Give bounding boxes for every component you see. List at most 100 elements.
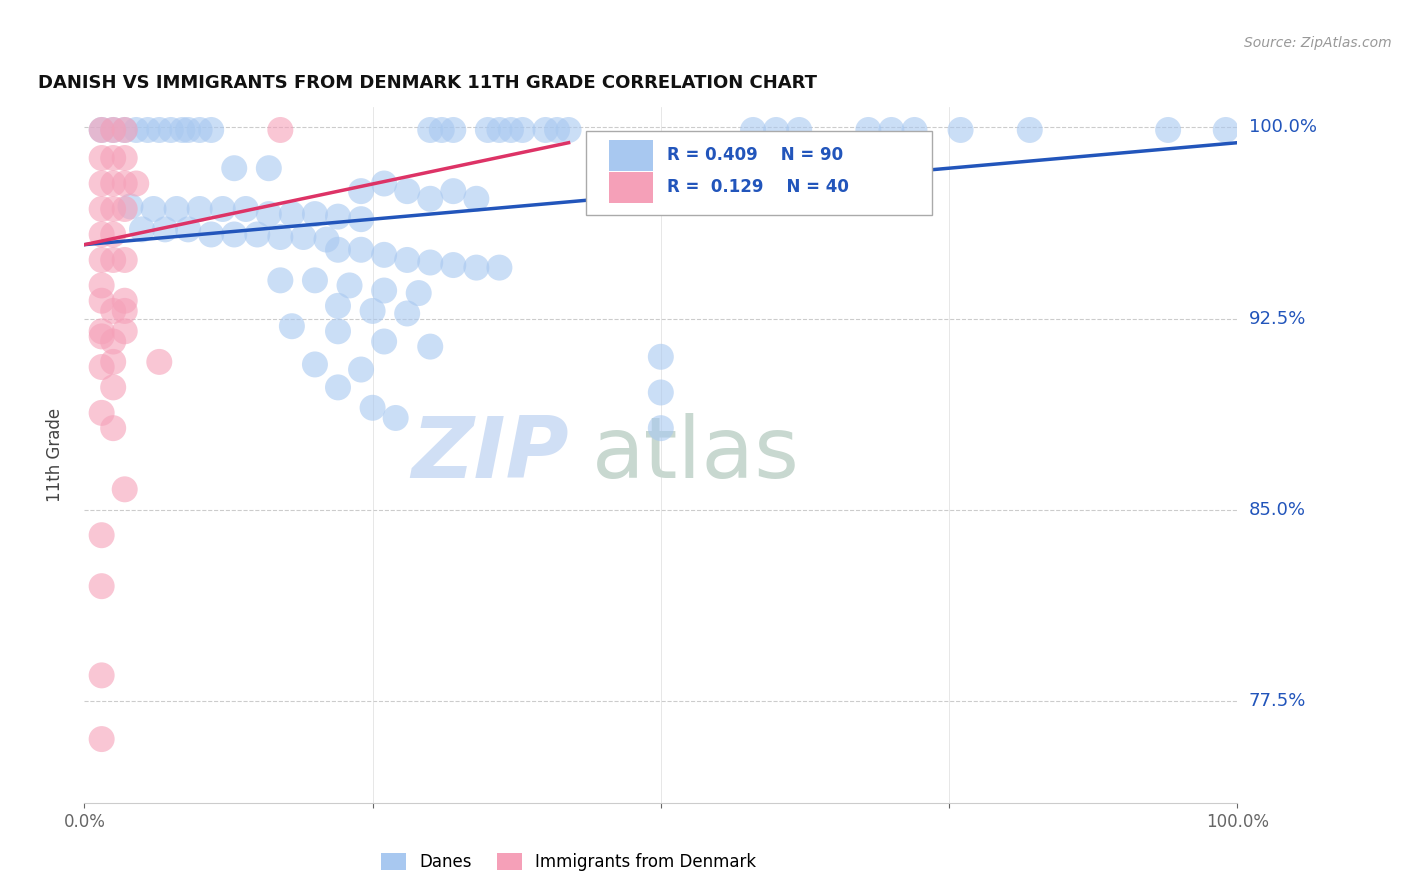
- Point: [211, 202, 233, 216]
- Point: [103, 177, 124, 191]
- Point: [304, 358, 326, 372]
- Point: [103, 304, 124, 318]
- Point: [304, 207, 326, 221]
- Text: 100.0%: 100.0%: [1249, 119, 1317, 136]
- Point: [188, 202, 211, 216]
- Point: [125, 177, 148, 191]
- Point: [373, 284, 395, 298]
- Y-axis label: 11th Grade: 11th Grade: [45, 408, 63, 502]
- Point: [103, 151, 124, 165]
- Point: [557, 123, 579, 137]
- Point: [304, 273, 326, 287]
- Point: [90, 177, 112, 191]
- Point: [339, 278, 361, 293]
- Point: [153, 222, 176, 236]
- Point: [120, 199, 142, 213]
- Point: [114, 123, 136, 137]
- Point: [281, 207, 304, 221]
- Point: [373, 177, 395, 191]
- Point: [177, 123, 200, 137]
- Point: [1018, 123, 1040, 137]
- Point: [350, 243, 373, 257]
- Point: [326, 380, 349, 394]
- Point: [90, 359, 112, 374]
- Point: [903, 123, 925, 137]
- Point: [224, 161, 246, 176]
- Point: [90, 406, 112, 420]
- Point: [419, 255, 441, 269]
- Point: [1157, 123, 1180, 137]
- Point: [114, 202, 136, 216]
- Point: [441, 184, 464, 198]
- Point: [160, 123, 183, 137]
- Point: [188, 123, 211, 137]
- Point: [1215, 123, 1237, 137]
- Point: [384, 411, 406, 425]
- Point: [148, 355, 170, 369]
- Point: [477, 123, 499, 137]
- Point: [650, 421, 672, 435]
- Point: [269, 273, 291, 287]
- Point: [90, 227, 112, 242]
- Point: [114, 483, 136, 497]
- Point: [90, 329, 112, 343]
- Point: [430, 123, 453, 137]
- Text: R = 0.409    N = 90: R = 0.409 N = 90: [666, 146, 842, 164]
- Point: [326, 299, 349, 313]
- Point: [90, 123, 112, 137]
- Legend: Danes, Immigrants from Denmark: Danes, Immigrants from Denmark: [374, 847, 763, 878]
- Point: [257, 161, 280, 176]
- Point: [326, 243, 349, 257]
- Point: [465, 192, 488, 206]
- Point: [103, 421, 124, 435]
- Point: [103, 355, 124, 369]
- Point: [114, 293, 136, 308]
- Point: [114, 324, 136, 338]
- Point: [465, 260, 488, 275]
- Point: [419, 123, 441, 137]
- Text: DANISH VS IMMIGRANTS FROM DENMARK 11TH GRADE CORRELATION CHART: DANISH VS IMMIGRANTS FROM DENMARK 11TH G…: [38, 74, 817, 92]
- Point: [90, 278, 112, 293]
- Point: [350, 184, 373, 198]
- Text: 92.5%: 92.5%: [1249, 310, 1306, 327]
- Point: [103, 123, 124, 137]
- Point: [315, 233, 337, 247]
- Point: [90, 202, 112, 216]
- Point: [396, 252, 419, 267]
- Text: R =  0.129    N = 40: R = 0.129 N = 40: [666, 178, 848, 196]
- Point: [103, 123, 124, 137]
- Point: [114, 151, 136, 165]
- Point: [488, 123, 510, 137]
- Point: [534, 123, 557, 137]
- Point: [419, 340, 441, 354]
- Text: atlas: atlas: [592, 413, 800, 497]
- Point: [103, 252, 124, 267]
- Point: [488, 260, 510, 275]
- Bar: [609, 140, 652, 171]
- Point: [787, 123, 810, 137]
- Point: [361, 401, 384, 415]
- Point: [292, 230, 315, 244]
- Point: [235, 202, 257, 216]
- Point: [90, 324, 112, 338]
- Point: [125, 123, 148, 137]
- Point: [114, 304, 136, 318]
- Point: [650, 385, 672, 400]
- Point: [200, 123, 222, 137]
- Point: [148, 123, 170, 137]
- Point: [166, 202, 188, 216]
- Text: 85.0%: 85.0%: [1249, 500, 1306, 519]
- Point: [281, 319, 304, 334]
- Point: [90, 668, 112, 682]
- Text: 77.5%: 77.5%: [1249, 692, 1306, 710]
- Point: [350, 212, 373, 227]
- Point: [765, 123, 787, 137]
- Point: [361, 304, 384, 318]
- Point: [200, 227, 222, 242]
- Point: [650, 350, 672, 364]
- Point: [350, 362, 373, 376]
- Point: [396, 184, 419, 198]
- Point: [103, 334, 124, 349]
- Point: [246, 227, 269, 242]
- Point: [142, 202, 165, 216]
